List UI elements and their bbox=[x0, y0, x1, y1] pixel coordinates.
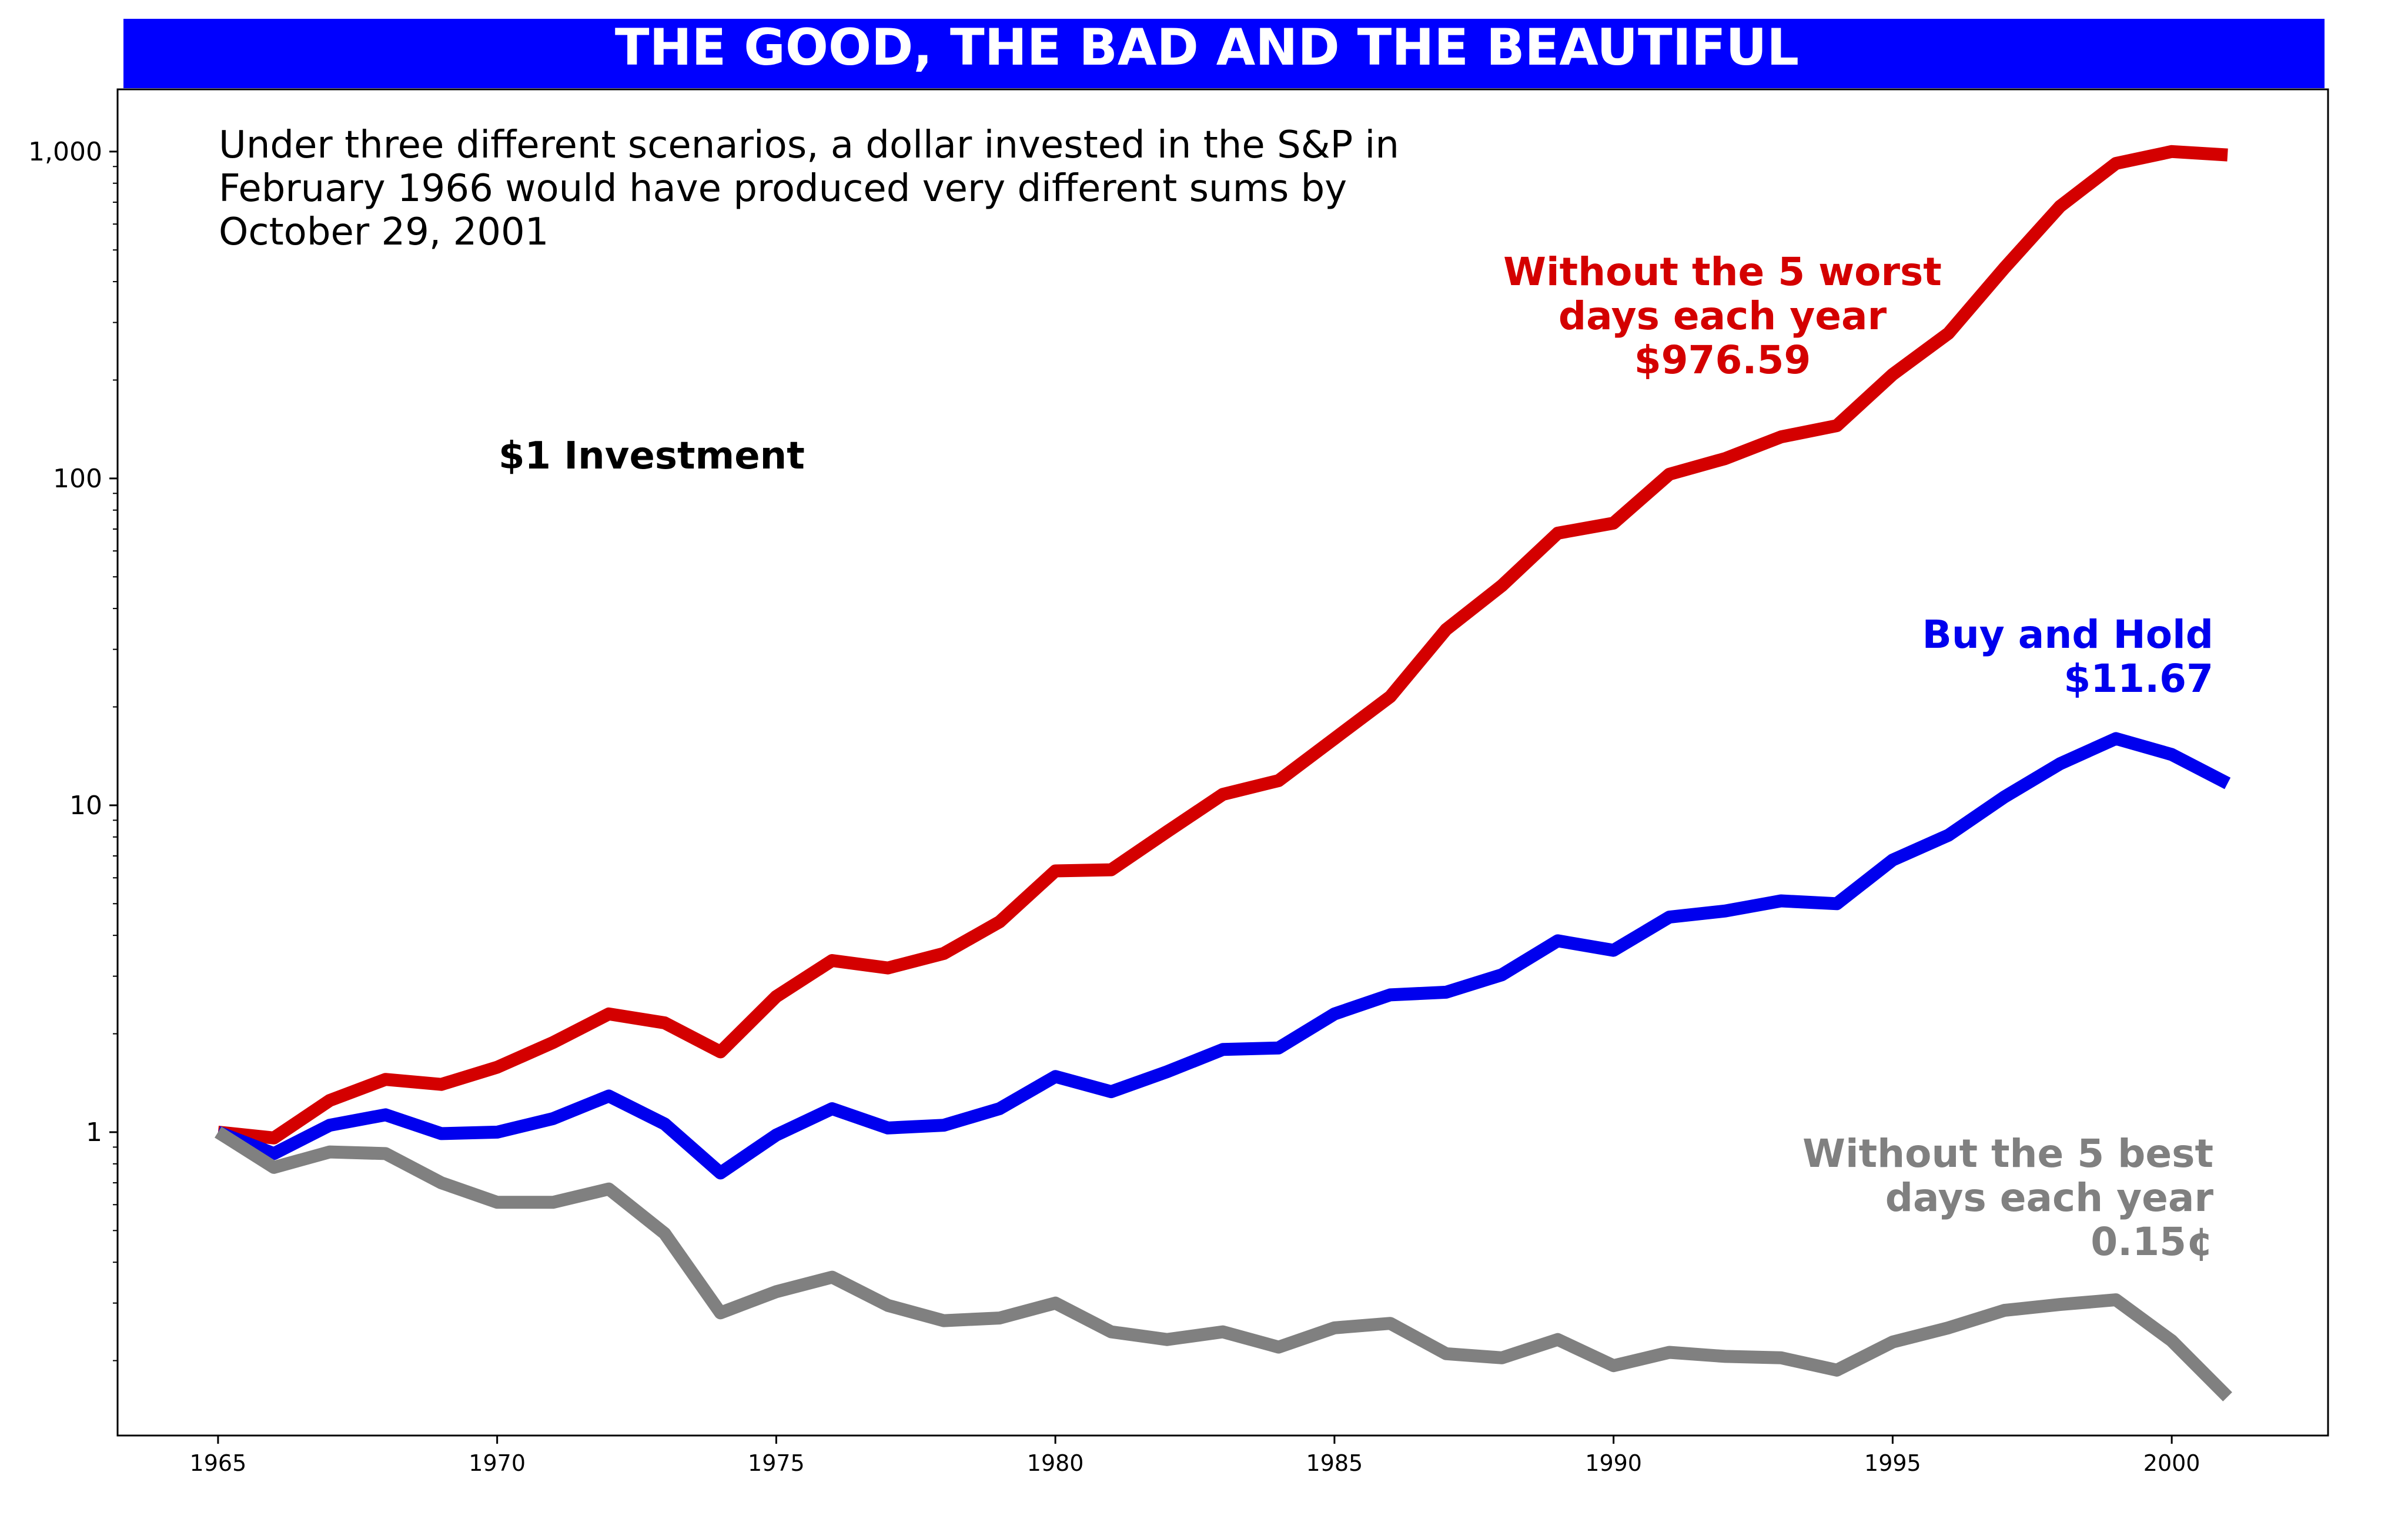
x-tick-label: 1965 bbox=[190, 1450, 247, 1476]
plot-frame bbox=[116, 88, 2329, 1437]
series-label: days each year bbox=[1558, 293, 1887, 339]
series-label: days each year bbox=[1885, 1175, 2214, 1220]
series-label: Without the 5 worst bbox=[1503, 249, 1942, 295]
y-tick-label: 1 bbox=[86, 1117, 102, 1147]
y-tick-label: 1,000 bbox=[28, 137, 102, 167]
series-line bbox=[215, 1126, 2232, 1401]
annotation-line-2: February 1966 would have produced very d… bbox=[219, 167, 1347, 210]
x-tick-label: 1970 bbox=[469, 1450, 526, 1476]
series-line bbox=[215, 732, 2231, 1180]
annotation-line-3: October 29, 2001 bbox=[219, 210, 549, 254]
x-tick-label: 1995 bbox=[1864, 1450, 1921, 1476]
annotation-line-1: Under three different scenarios, a dolla… bbox=[219, 123, 1399, 167]
series-line bbox=[217, 145, 2228, 1145]
series-label: 0.15¢ bbox=[2091, 1219, 2213, 1264]
x-tick-label: 1990 bbox=[1585, 1450, 1642, 1476]
y-tick-label: 10 bbox=[69, 791, 102, 821]
title-bar bbox=[123, 19, 2325, 88]
x-tick-label: 1985 bbox=[1306, 1450, 1363, 1476]
series-label: $976.59 bbox=[1634, 337, 1811, 383]
y-tick-label: 100 bbox=[53, 464, 102, 494]
series-label: Buy and Hold bbox=[1922, 612, 2213, 657]
x-tick-label: 1980 bbox=[1027, 1450, 1084, 1476]
x-tick-label: 2000 bbox=[2143, 1450, 2200, 1476]
series-label: Without the 5 best bbox=[1802, 1131, 2213, 1176]
x-tick-label: 1975 bbox=[748, 1450, 805, 1476]
series-label: $11.67 bbox=[2063, 656, 2213, 701]
chart-subtitle: $1 Investment bbox=[499, 434, 805, 478]
chart-title: THE GOOD, THE BAD AND THE BEAUTIFUL bbox=[615, 18, 1799, 77]
